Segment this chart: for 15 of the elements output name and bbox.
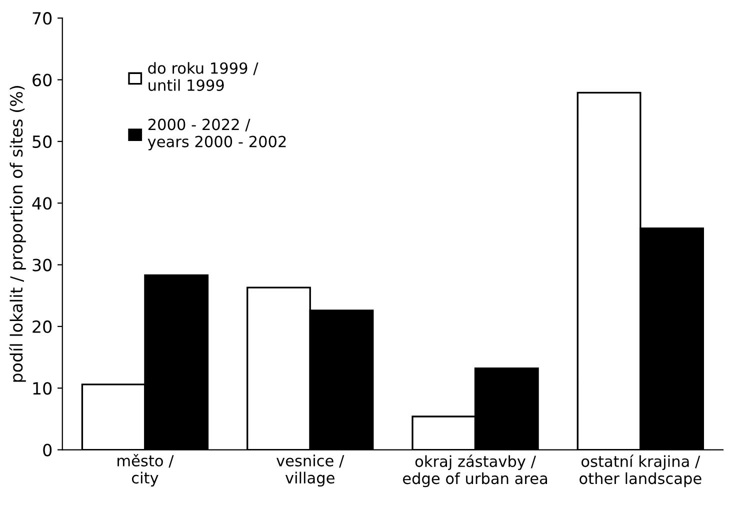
y-tick-label: 60 [32,74,52,86]
y-tick-label: 10 [33,382,52,395]
y-tick-label: 70 [32,12,52,25]
legend-label: 2000 - 2022 / years 2000 - 2002 [148,118,286,150]
y-tick-label: 0 [43,444,52,456]
x-tick-label: ostatní krajina / other landscape [580,454,702,488]
y-tick-label: 20 [32,320,52,334]
x-tick-label: vesnice / village [276,454,344,487]
x-tick-label: město / city [118,454,174,487]
x-tick-label: okraj zástavby / edge of urban area [402,454,548,488]
y-tick-label: 40 [32,197,52,210]
y-tick-label: 50 [32,135,52,148]
legend-label: do roku 1999 / until 1999 [148,62,258,91]
y-axis-title: podíl lokalit / proportion of sites (%) [9,86,26,382]
y-tick-label: 30 [32,258,52,272]
